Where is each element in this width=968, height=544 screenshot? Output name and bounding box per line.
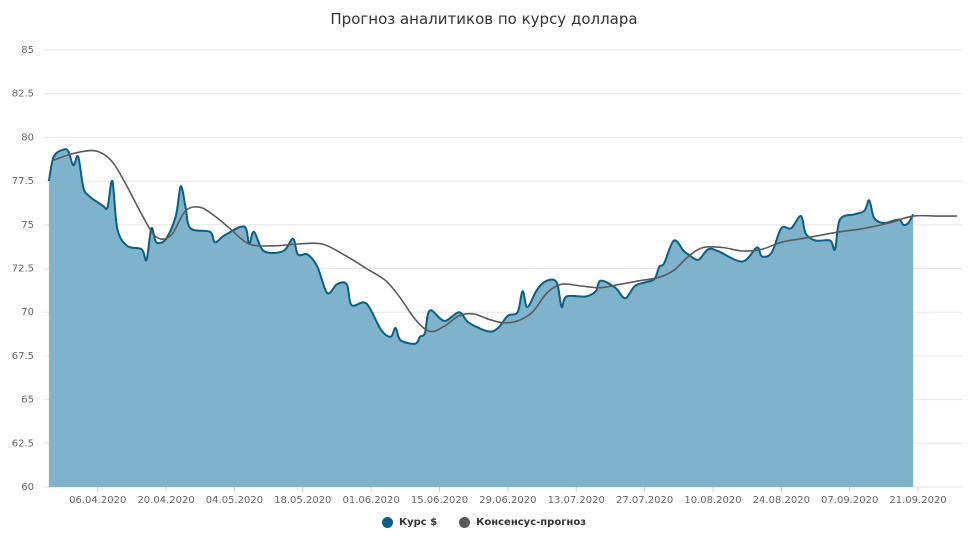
rate-series-line — [47, 148, 915, 345]
x-tick-label: 21.09.2020 — [889, 495, 946, 506]
x-tick-label: 07.09.2020 — [821, 495, 878, 506]
y-tick-label: 82.5 — [12, 89, 34, 100]
y-tick-label: 85 — [21, 45, 34, 56]
rate-area — [48, 149, 914, 487]
y-tick-label: 67.5 — [12, 351, 34, 362]
legend-label-rate: Курс $ — [398, 517, 438, 528]
x-tick-label: 20.04.2020 — [137, 495, 194, 506]
x-tick-label: 10.08.2020 — [684, 495, 741, 506]
y-tick-label: 72.5 — [12, 264, 34, 275]
x-tick-label: 29.06.2020 — [479, 495, 536, 506]
y-tick-label: 60 — [21, 482, 34, 493]
legend-label-consensus: Консенсус-прогноз — [476, 517, 587, 528]
legend-item-consensus[interactable]: Консенсус-прогноз — [459, 517, 586, 528]
y-axis-ticks: 60 62.5 65 67.5 70 72.5 75 77.5 80 82.5 85 — [12, 45, 34, 493]
legend-marker-consensus — [459, 517, 471, 528]
x-tick-label: 01.06.2020 — [343, 495, 400, 506]
x-tick-label: 15.06.2020 — [411, 495, 468, 506]
chart-title: Прогноз аналитиков по курсу доллара — [330, 10, 638, 28]
x-tick-label: 24.08.2020 — [753, 495, 810, 506]
x-tick-label: 18.05.2020 — [274, 495, 331, 506]
y-tick-label: 62.5 — [12, 438, 34, 449]
y-tick-label: 75 — [21, 220, 34, 231]
legend: Курс $ Консенсус-прогноз — [0, 517, 968, 528]
legend-item-rate[interactable]: Курс $ — [381, 517, 438, 528]
y-tick-label: 77.5 — [12, 176, 34, 187]
y-tick-label: 80 — [21, 132, 34, 143]
x-tick-label: 27.07.2020 — [616, 495, 673, 506]
x-tick-label: 13.07.2020 — [548, 495, 605, 506]
x-axis-ticks: 06.04.2020 20.04.2020 04.05.2020 18.05.2020… — [69, 487, 947, 506]
legend-marker-rate — [381, 517, 393, 528]
y-tick-label: 65 — [21, 395, 34, 406]
x-tick-label: 06.04.2020 — [69, 495, 126, 506]
x-tick-label: 04.05.2020 — [206, 495, 263, 506]
y-tick-label: 70 — [21, 307, 34, 318]
consensus-series-line — [53, 149, 958, 333]
